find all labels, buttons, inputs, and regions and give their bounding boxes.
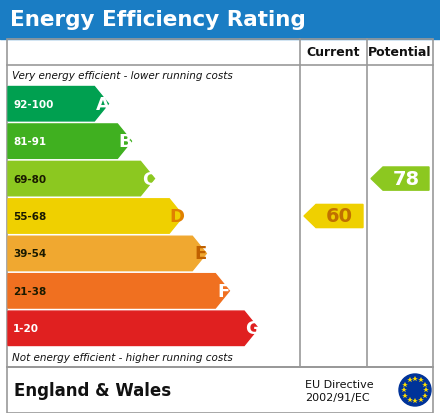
- Polygon shape: [8, 162, 154, 196]
- Polygon shape: [304, 205, 363, 228]
- Text: 1-20: 1-20: [13, 323, 39, 333]
- Polygon shape: [8, 274, 229, 309]
- Polygon shape: [8, 311, 258, 346]
- Text: B: B: [119, 133, 132, 151]
- Polygon shape: [8, 199, 183, 234]
- Text: 92-100: 92-100: [13, 100, 53, 109]
- Text: D: D: [170, 207, 185, 225]
- Circle shape: [399, 374, 431, 406]
- Text: 78: 78: [392, 170, 420, 189]
- Polygon shape: [8, 87, 108, 122]
- Bar: [7, 367, 433, 413]
- Text: Current: Current: [307, 46, 360, 59]
- Polygon shape: [8, 237, 206, 271]
- Text: England & Wales: England & Wales: [14, 381, 171, 399]
- Polygon shape: [8, 125, 132, 159]
- Text: Not energy efficient - higher running costs: Not energy efficient - higher running co…: [12, 352, 233, 362]
- Text: Potential: Potential: [368, 46, 432, 59]
- Text: 81-91: 81-91: [13, 137, 46, 147]
- Text: G: G: [245, 320, 260, 337]
- Bar: [7, 40, 433, 367]
- Text: 21-38: 21-38: [13, 286, 46, 296]
- Text: F: F: [217, 282, 230, 300]
- Text: C: C: [142, 170, 155, 188]
- Text: EU Directive: EU Directive: [305, 379, 374, 389]
- Text: 69-80: 69-80: [13, 174, 46, 184]
- Polygon shape: [371, 168, 429, 191]
- Bar: [0, 0, 440, 40]
- Text: Energy Efficiency Rating: Energy Efficiency Rating: [10, 10, 306, 30]
- Text: E: E: [194, 245, 206, 263]
- Text: 2002/91/EC: 2002/91/EC: [305, 392, 370, 402]
- Text: 60: 60: [326, 207, 353, 226]
- Text: Very energy efficient - lower running costs: Very energy efficient - lower running co…: [12, 71, 233, 81]
- Text: 55-68: 55-68: [13, 211, 46, 221]
- Text: 39-54: 39-54: [13, 249, 46, 259]
- Text: A: A: [95, 95, 109, 114]
